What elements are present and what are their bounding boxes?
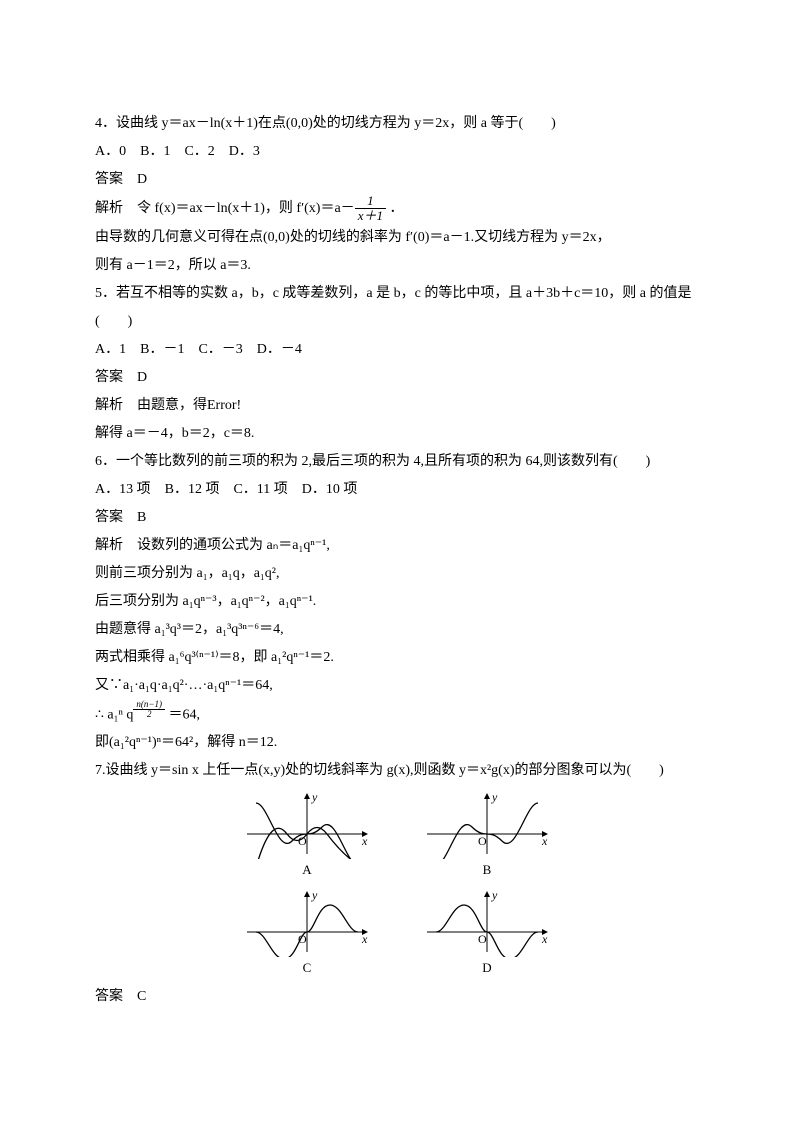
- origin-a: O: [298, 834, 307, 848]
- q4-options: A．0 B．1 C．2 D．3: [95, 138, 699, 166]
- origin-c: O: [298, 932, 307, 946]
- q7-answer: 答案 C: [95, 983, 699, 1011]
- q4-expl3: 则有 a－1＝2，所以 a＝3.: [95, 252, 699, 280]
- q5-e1: 解析 由题意，得Error!: [95, 398, 241, 413]
- q4-frac-den: x＋1: [355, 209, 386, 223]
- q7-text-span: 7.设曲线 y＝sin x 上任一点(x,y)处的切线斜率为 g(x),则函数 …: [95, 763, 664, 778]
- q5-options: A．1 B．－1 C．－3 D．－4: [95, 336, 699, 364]
- origin-b: O: [478, 834, 487, 848]
- q6-e6: 又∵a₁·a₁q·a₁q²·…·a₁qⁿ⁻¹＝64,: [95, 672, 699, 700]
- q6-e7-frac: n(n−1)2: [133, 700, 165, 721]
- q6-opts-span: A．13 项 B．12 项 C．11 项 D．10 项: [95, 482, 357, 497]
- q4-text-span: 4．设曲线 y＝ax－ln(x＋1)在点(0,0)处的切线方程为 y＝2x，则 …: [95, 116, 556, 131]
- q6-text-span: 6．一个等比数列的前三项的积为 2,最后三项的积为 4,且所有项的积为 64,则…: [95, 454, 650, 469]
- chart-row-1: y x O A y x O B: [242, 789, 552, 883]
- q4-text: 4．设曲线 y＝ax－ln(x＋1)在点(0,0)处的切线方程为 y＝2x，则 …: [95, 110, 699, 138]
- q5-answer: 答案 D: [95, 364, 699, 392]
- q5-text: 5．若互不相等的实数 a，b，c 成等差数列，a 是 b，c 的等比中项，且 a…: [95, 280, 699, 336]
- q6-answer: 答案 B: [95, 504, 699, 532]
- q4-e1-post: ．: [386, 201, 404, 216]
- q5-text-span: 5．若互不相等的实数 a，b，c 成等差数列，a 是 b，c 的等比中项，且 a…: [95, 286, 692, 329]
- axis-y-b: y: [491, 790, 498, 804]
- axis-x-d: x: [541, 932, 548, 946]
- q4-answer: 答案 D: [95, 166, 699, 194]
- chart-b: y x O B: [422, 789, 552, 883]
- q6-e8: 即(a₁²qⁿ⁻¹)ⁿ＝64²，解得 n＝12.: [95, 729, 699, 757]
- q4-opts-span: A．0 B．1 C．2 D．3: [95, 144, 260, 159]
- q6-e1s: 解析 设数列的通项公式为 aₙ＝a₁qⁿ⁻¹,: [95, 538, 330, 553]
- axis-x-a: x: [361, 834, 368, 848]
- q5-ans-span: 答案 D: [95, 370, 147, 385]
- q5-opts-span: A．1 B．－1 C．－3 D．－4: [95, 342, 302, 357]
- axis-y-a: y: [311, 790, 318, 804]
- chart-a: y x O A: [242, 789, 372, 883]
- q7-charts: y x O A y x O B y: [95, 789, 699, 981]
- q4-expl2: 由导数的几何意义可得在点(0,0)处的切线的斜率为 f′(0)＝a－1.又切线方…: [95, 224, 699, 252]
- q4-e3: 则有 a－1＝2，所以 a＝3.: [95, 258, 251, 273]
- q5-expl2: 解得 a＝－4，b＝2，c＝8.: [95, 420, 699, 448]
- q4-e1-pre: 解析 令 f(x)＝ax－ln(x＋1)，则 f′(x)＝a－: [95, 201, 355, 216]
- q4-frac: 1x＋1: [355, 194, 386, 224]
- axis-y-c: y: [311, 888, 318, 902]
- q6-e5s: 两式相乘得 a₁⁶q³⁽ⁿ⁻¹⁾＝8，即 a₁²qⁿ⁻¹＝2.: [95, 650, 334, 665]
- q6-e7-post: ＝64,: [165, 707, 200, 722]
- q4-expl1: 解析 令 f(x)＝ax－ln(x＋1)，则 f′(x)＝a－1x＋1 ．: [95, 194, 699, 224]
- q6-e4: 由题意得 a₁³q³＝2，a₁³q³ⁿ⁻⁶＝4,: [95, 616, 699, 644]
- q6-e2s: 则前三项分别为 a₁，a₁q，a₁q²,: [95, 566, 279, 581]
- q6-e6s: 又∵a₁·a₁q·a₁q²·…·a₁qⁿ⁻¹＝64,: [95, 678, 273, 693]
- q6-e5: 两式相乘得 a₁⁶q³⁽ⁿ⁻¹⁾＝8，即 a₁²qⁿ⁻¹＝2.: [95, 644, 699, 672]
- q7-ans-span: 答案 C: [95, 989, 146, 1004]
- chart-c: y x O C: [242, 887, 372, 981]
- origin-d: O: [478, 932, 487, 946]
- q6-e7-den: 2: [133, 710, 165, 720]
- q5-expl1: 解析 由题意，得Error!: [95, 392, 699, 420]
- q4-ans-span: 答案 D: [95, 172, 147, 187]
- chart-d-label: D: [422, 955, 552, 981]
- axis-x-b: x: [541, 834, 548, 848]
- q6-e7-pre: ∴ a₁ⁿ q: [95, 707, 133, 722]
- chart-a-label: A: [242, 857, 372, 883]
- q6-e8s: 即(a₁²qⁿ⁻¹)ⁿ＝64²，解得 n＝12.: [95, 735, 277, 750]
- q6-e7: ∴ a₁ⁿ qn(n−1)2 ＝64,: [95, 700, 699, 729]
- q6-e1: 解析 设数列的通项公式为 aₙ＝a₁qⁿ⁻¹,: [95, 532, 699, 560]
- q4-frac-num: 1: [355, 194, 386, 209]
- chart-d: y x O D: [422, 887, 552, 981]
- q6-text: 6．一个等比数列的前三项的积为 2,最后三项的积为 4,且所有项的积为 64,则…: [95, 448, 699, 476]
- chart-c-label: C: [242, 955, 372, 981]
- q6-ans-span: 答案 B: [95, 510, 146, 525]
- q6-e3s: 后三项分别为 a₁qⁿ⁻³，a₁qⁿ⁻²，a₁qⁿ⁻¹.: [95, 594, 316, 609]
- q4-e2: 由导数的几何意义可得在点(0,0)处的切线的斜率为 f′(0)＝a－1.又切线方…: [95, 230, 611, 245]
- q6-options: A．13 项 B．12 项 C．11 项 D．10 项: [95, 476, 699, 504]
- q7-text: 7.设曲线 y＝sin x 上任一点(x,y)处的切线斜率为 g(x),则函数 …: [95, 757, 699, 785]
- axis-x-c: x: [361, 932, 368, 946]
- chart-row-2: y x O C y x O D: [242, 887, 552, 981]
- q6-e3: 后三项分别为 a₁qⁿ⁻³，a₁qⁿ⁻²，a₁qⁿ⁻¹.: [95, 588, 699, 616]
- q5-e2: 解得 a＝－4，b＝2，c＝8.: [95, 426, 254, 441]
- axis-y-d: y: [491, 888, 498, 902]
- q6-e4s: 由题意得 a₁³q³＝2，a₁³q³ⁿ⁻⁶＝4,: [95, 622, 284, 637]
- q6-e2: 则前三项分别为 a₁，a₁q，a₁q²,: [95, 560, 699, 588]
- chart-b-label: B: [422, 857, 552, 883]
